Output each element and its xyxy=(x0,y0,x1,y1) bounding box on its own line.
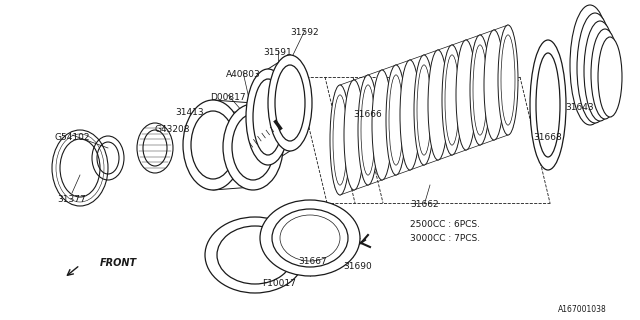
Ellipse shape xyxy=(223,104,283,190)
Text: 31592: 31592 xyxy=(291,28,319,37)
Text: G43208: G43208 xyxy=(154,125,189,134)
Ellipse shape xyxy=(584,21,616,121)
Ellipse shape xyxy=(428,50,448,160)
Ellipse shape xyxy=(205,217,305,293)
Ellipse shape xyxy=(598,37,622,117)
Text: 3000CC : 7PCS.: 3000CC : 7PCS. xyxy=(410,234,480,243)
Text: A40803: A40803 xyxy=(226,70,260,79)
Ellipse shape xyxy=(344,80,364,190)
Ellipse shape xyxy=(577,13,613,123)
Text: A167001038: A167001038 xyxy=(557,305,606,314)
Text: 31377: 31377 xyxy=(58,195,86,204)
Text: 31662: 31662 xyxy=(411,200,439,209)
Text: 31667: 31667 xyxy=(299,257,328,266)
Ellipse shape xyxy=(183,100,243,190)
Text: G54102: G54102 xyxy=(54,133,90,142)
Ellipse shape xyxy=(372,70,392,180)
Ellipse shape xyxy=(268,55,312,151)
Text: 31591: 31591 xyxy=(264,48,292,57)
Ellipse shape xyxy=(442,45,462,155)
Ellipse shape xyxy=(330,85,350,195)
Ellipse shape xyxy=(498,25,518,135)
Text: D00817: D00817 xyxy=(210,93,246,102)
Ellipse shape xyxy=(456,40,476,150)
Ellipse shape xyxy=(386,65,406,175)
Text: 31690: 31690 xyxy=(344,262,372,271)
Ellipse shape xyxy=(358,75,378,185)
Text: F10017: F10017 xyxy=(262,279,296,288)
Ellipse shape xyxy=(591,29,619,119)
Ellipse shape xyxy=(530,40,566,170)
Ellipse shape xyxy=(400,60,420,170)
Text: 2500CC : 6PCS.: 2500CC : 6PCS. xyxy=(410,220,480,229)
Text: 31668: 31668 xyxy=(534,133,563,142)
Ellipse shape xyxy=(484,30,504,140)
Text: 31643: 31643 xyxy=(566,103,595,112)
Ellipse shape xyxy=(470,35,490,145)
Ellipse shape xyxy=(260,200,360,276)
Ellipse shape xyxy=(246,69,290,165)
Text: 31413: 31413 xyxy=(176,108,204,117)
Text: 31666: 31666 xyxy=(354,110,382,119)
Ellipse shape xyxy=(570,5,610,125)
Text: FRONT: FRONT xyxy=(100,258,137,268)
Ellipse shape xyxy=(414,55,434,165)
